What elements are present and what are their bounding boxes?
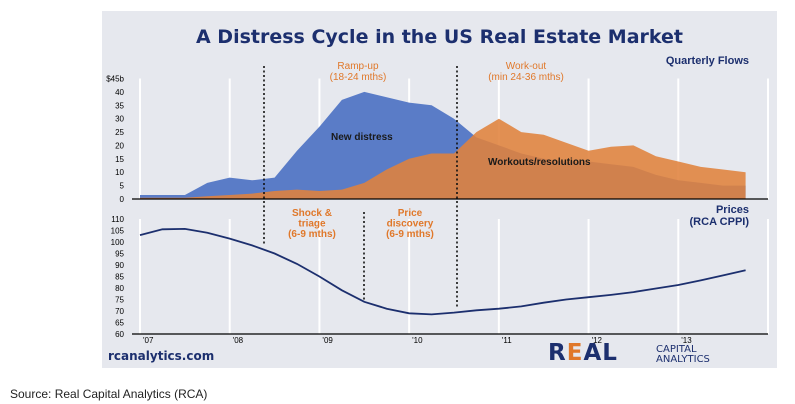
x-tick-label: '09 — [322, 336, 333, 345]
bottom-chart-subtitle: (RCA CPPI) — [690, 216, 750, 228]
bottom-y-tick-label: 95 — [115, 250, 124, 259]
bottom-y-tick-label: 85 — [115, 273, 124, 282]
bottom-y-tick-label: 75 — [115, 296, 124, 305]
x-tick-label: '11 — [502, 336, 512, 345]
chart-title: A Distress Cycle in the US Real Estate M… — [195, 26, 683, 48]
price-discovery-label: Price discovery (6-9 mths) — [386, 208, 434, 240]
bottom-chart-title: Prices — [716, 204, 749, 216]
x-tick-label: '12 — [592, 336, 603, 345]
bottom-y-tick-label: 65 — [115, 319, 124, 328]
logo-line2: ANALYTICS — [656, 354, 710, 365]
top-chart-title: Quarterly Flows — [666, 55, 749, 67]
logo-main-pre: R — [548, 340, 567, 366]
logo-main-post: AL — [583, 340, 618, 366]
x-tick-label: '10 — [412, 336, 423, 345]
bottom-y-tick-label: 105 — [111, 227, 125, 236]
website-label[interactable]: rcanalytics.com — [108, 349, 215, 363]
top-y-tick-label: 20 — [115, 141, 124, 150]
logo-main-e: E — [566, 340, 584, 366]
bottom-y-tick-label: 60 — [115, 330, 124, 339]
workouts-area — [140, 118, 746, 199]
new-distress-label: New distress — [331, 132, 393, 143]
top-y-tick-label: 25 — [115, 128, 124, 137]
workouts-label: Workouts/resolutions — [488, 157, 591, 168]
bottom-y-tick-label: 80 — [115, 284, 124, 293]
x-tick-label: '13 — [681, 336, 692, 345]
top-y-tick-label: 40 — [115, 88, 124, 97]
shock-triage-label: Shock & triage (6-9 mths) — [288, 208, 336, 240]
top-y-tick-label: 30 — [115, 115, 124, 124]
top-y-tick-label: 15 — [115, 155, 124, 164]
logo-line1: CAPITAL — [656, 344, 697, 355]
top-y-tick-label: 35 — [115, 101, 124, 110]
source-note: Source: Real Capital Analytics (RCA) — [10, 387, 208, 401]
bottom-y-tick-label: 90 — [115, 261, 124, 270]
top-y-tick-label: 5 — [120, 182, 125, 191]
x-tick-label: '07 — [143, 336, 154, 345]
bottom-y-tick-label: 70 — [115, 307, 124, 316]
price-line — [139, 227, 746, 316]
ramp-up-label: Ramp-up (18-24 mths) — [330, 61, 387, 83]
bottom-y-tick-label: 100 — [111, 238, 125, 247]
top-y-unit-label: $45b — [106, 75, 124, 84]
top-y-tick-label: 0 — [120, 195, 125, 204]
bottom-y-tick-label: 110 — [111, 215, 124, 224]
top-y-tick-label: 10 — [115, 168, 124, 177]
work-out-label: Work-out (min 24-36 mths) — [488, 61, 564, 83]
x-tick-label: '08 — [233, 336, 244, 345]
